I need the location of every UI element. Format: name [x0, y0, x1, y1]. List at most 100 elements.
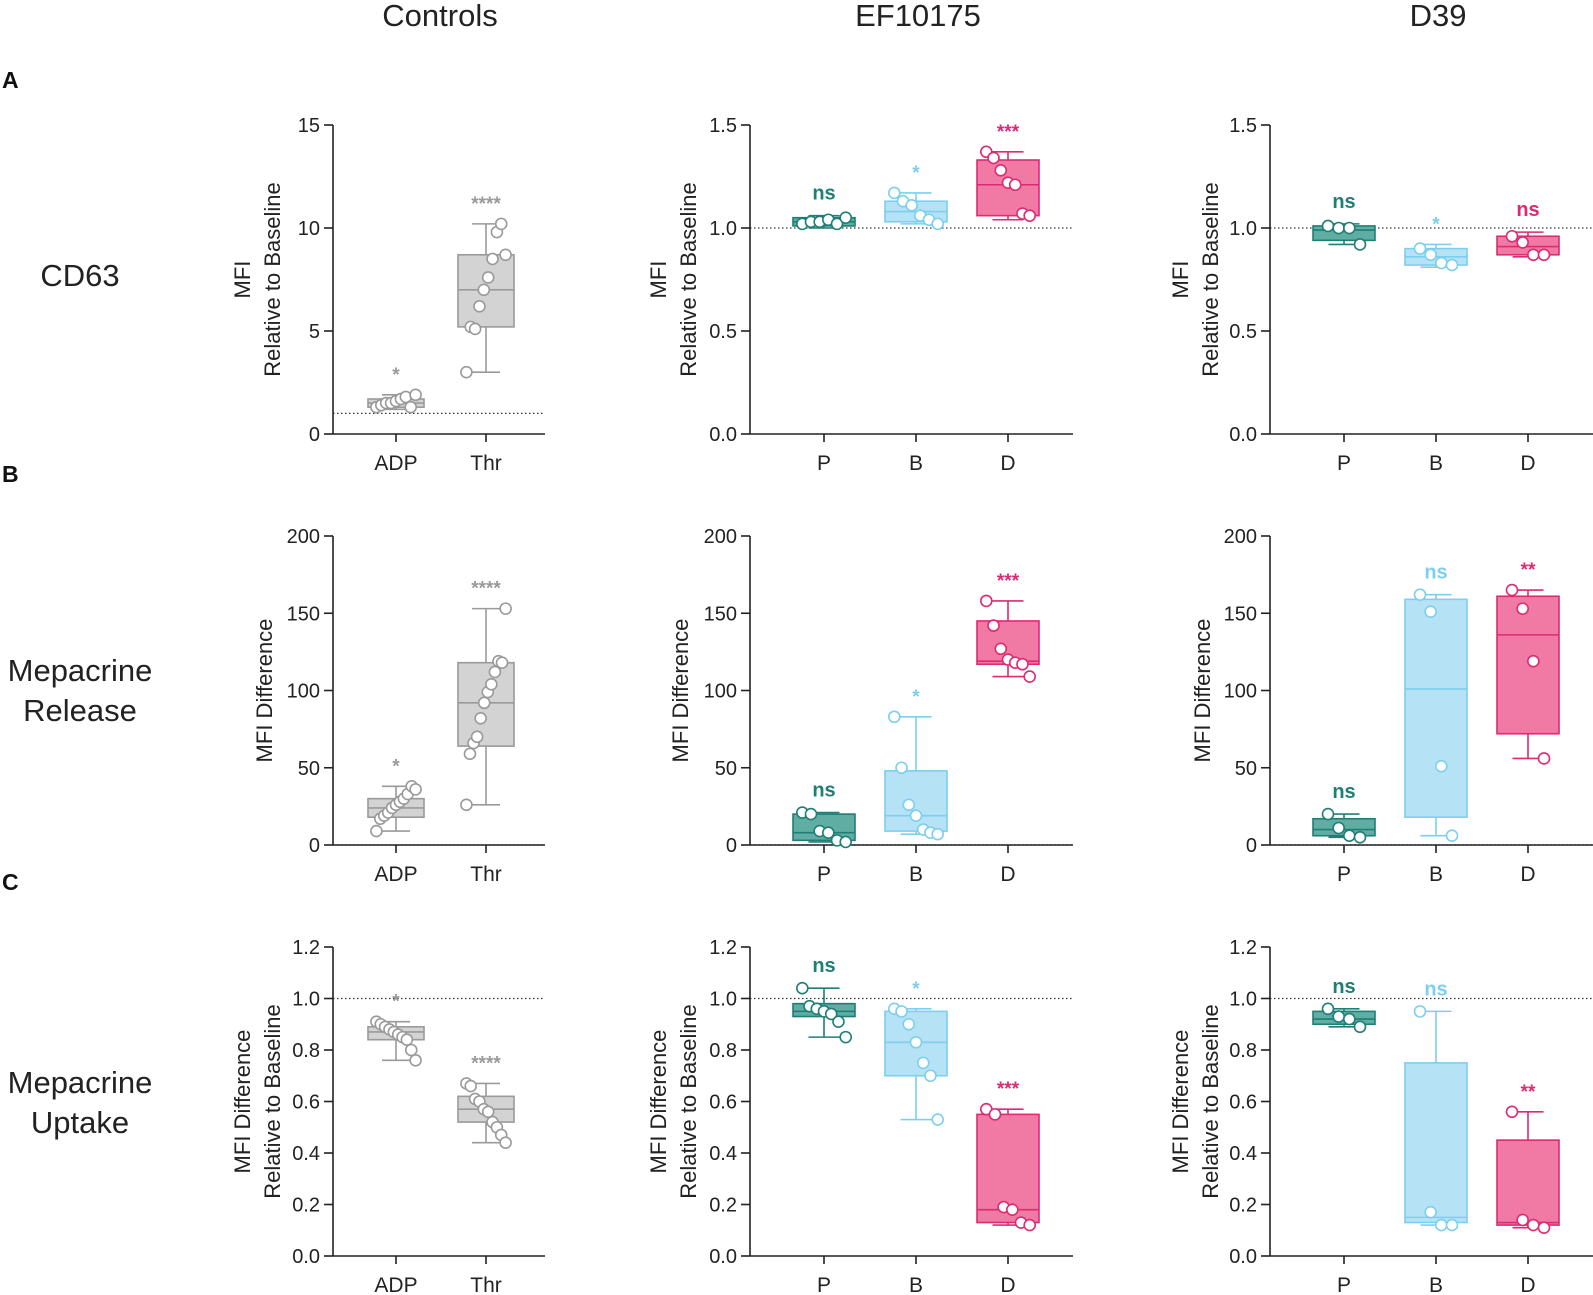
significance-label: ns — [1516, 199, 1539, 221]
data-point — [1505, 229, 1519, 243]
x-tick-label: P — [817, 863, 831, 886]
y-tick-label: 1.0 — [292, 989, 320, 1011]
data-point — [409, 388, 422, 402]
data-point — [924, 1069, 937, 1083]
y-tick-label: 200 — [287, 526, 320, 548]
box-thr: **** — [457, 1053, 515, 1149]
panel-letter-b: B — [2, 461, 19, 487]
significance-label: *** — [997, 571, 1020, 592]
y-tick-label: 150 — [287, 603, 320, 625]
significance-label: * — [392, 992, 400, 1013]
data-point — [1343, 1012, 1356, 1026]
y-tick-label: 0.0 — [709, 1246, 737, 1268]
box-iqr — [884, 770, 948, 832]
y-tick-label: 1.2 — [709, 937, 737, 959]
significance-label: ns — [1332, 781, 1355, 803]
data-point — [409, 783, 422, 796]
y-tick-label: 0.0 — [709, 424, 737, 446]
data-point — [1353, 1020, 1367, 1034]
x-tick-label: D — [1000, 452, 1015, 475]
y-tick-label: 0 — [1246, 835, 1257, 857]
data-point — [839, 211, 853, 224]
y-tick-label: 50 — [715, 758, 737, 780]
data-point — [1537, 248, 1551, 262]
significance-label: *** — [997, 122, 1020, 143]
significance-label: **** — [471, 579, 501, 600]
y-tick-label: 0 — [309, 424, 320, 446]
data-point — [1435, 1218, 1448, 1232]
data-point — [987, 151, 1000, 165]
significance-label: * — [912, 163, 920, 184]
data-point — [931, 1113, 945, 1126]
y-tick-label: 0.6 — [292, 1092, 320, 1114]
box-d: ** — [1496, 1082, 1560, 1234]
data-point — [905, 199, 918, 212]
chart-panel-a-d39: 0.0 0.5 1.0 1.5 MFI Relative to Baseline P B Dns… — [1168, 115, 1593, 475]
y-axis-label: MFI Difference — [230, 1030, 255, 1174]
y-tick-label: 1.5 — [1229, 115, 1257, 137]
x-tick-label: B — [909, 452, 923, 475]
chart-panel-a-ef10175: 0.0 0.5 1.0 1.5 MFI Relative to Baseline P B Dns… — [646, 115, 1073, 475]
y-tick-label: 0.6 — [1229, 1092, 1257, 1114]
data-point — [1413, 588, 1427, 602]
y-axis-label: MFI — [230, 261, 255, 299]
data-point — [1527, 248, 1540, 262]
x-tick-label: B — [1429, 452, 1443, 475]
box-iqr — [1496, 595, 1560, 735]
data-point — [895, 761, 908, 775]
data-point — [400, 1033, 414, 1046]
row-label-cd63: CD63 — [40, 258, 119, 293]
data-point — [902, 1017, 916, 1031]
significance-label: *** — [997, 1079, 1020, 1100]
box-b: ns — [1404, 978, 1468, 1232]
data-point — [481, 1105, 495, 1119]
y-axis-label: MFI Difference — [668, 619, 693, 763]
data-point — [370, 824, 383, 838]
data-point — [1516, 236, 1529, 249]
row-label-mepacrine-release-line2: Release — [23, 693, 137, 728]
data-point — [1527, 654, 1540, 668]
data-point — [822, 826, 835, 839]
box-p: ns — [1312, 191, 1376, 251]
y-tick-label: 0.5 — [709, 321, 737, 343]
data-point — [1435, 256, 1448, 270]
row-label-mepacrine-uptake-line1: Mepacrine — [8, 1065, 153, 1100]
data-point — [1343, 829, 1356, 843]
y-tick-label: 0.8 — [292, 1040, 320, 1062]
significance-label: * — [1432, 214, 1440, 235]
y-tick-label: 200 — [704, 526, 737, 548]
box-iqr — [1404, 598, 1468, 818]
data-point — [1321, 219, 1335, 233]
box-thr: **** — [457, 579, 515, 812]
significance-label: ns — [812, 955, 835, 977]
x-tick-label: D — [1520, 1274, 1535, 1295]
column-header-d39: D39 — [1410, 0, 1467, 33]
significance-label: ** — [1521, 560, 1536, 581]
box-iqr — [976, 620, 1040, 666]
data-point — [994, 642, 1008, 656]
box-b: ns — [1404, 562, 1468, 843]
y-tick-label: 50 — [1235, 758, 1257, 780]
data-point — [839, 835, 853, 849]
column-headers: Controls EF10175 D39 — [382, 0, 1466, 33]
y-axis-label: MFI Difference — [1190, 619, 1215, 763]
y-tick-label: 0.0 — [1229, 1246, 1257, 1268]
y-axis-label: Relative to Baseline — [260, 182, 285, 376]
data-point — [1537, 752, 1551, 765]
y-tick-label: 100 — [704, 681, 737, 703]
data-point — [931, 827, 945, 841]
y-tick-label: 10 — [298, 218, 320, 240]
data-point — [909, 809, 923, 822]
data-point — [485, 678, 498, 691]
significance-label: * — [392, 756, 400, 777]
x-tick-label: B — [1429, 1274, 1443, 1295]
box-p: ns — [1312, 976, 1376, 1034]
chart-panel-c-ef10175: 0.0 0.2 0.4 0.6 0.8 1.0 1.2 MFI Difference Relat… — [646, 937, 1073, 1295]
box-b: * — [884, 163, 948, 231]
x-tick-label: Thr — [470, 452, 502, 475]
significance-label: * — [912, 687, 920, 708]
y-tick-label: 0.4 — [1229, 1143, 1257, 1165]
data-point — [1023, 670, 1036, 683]
